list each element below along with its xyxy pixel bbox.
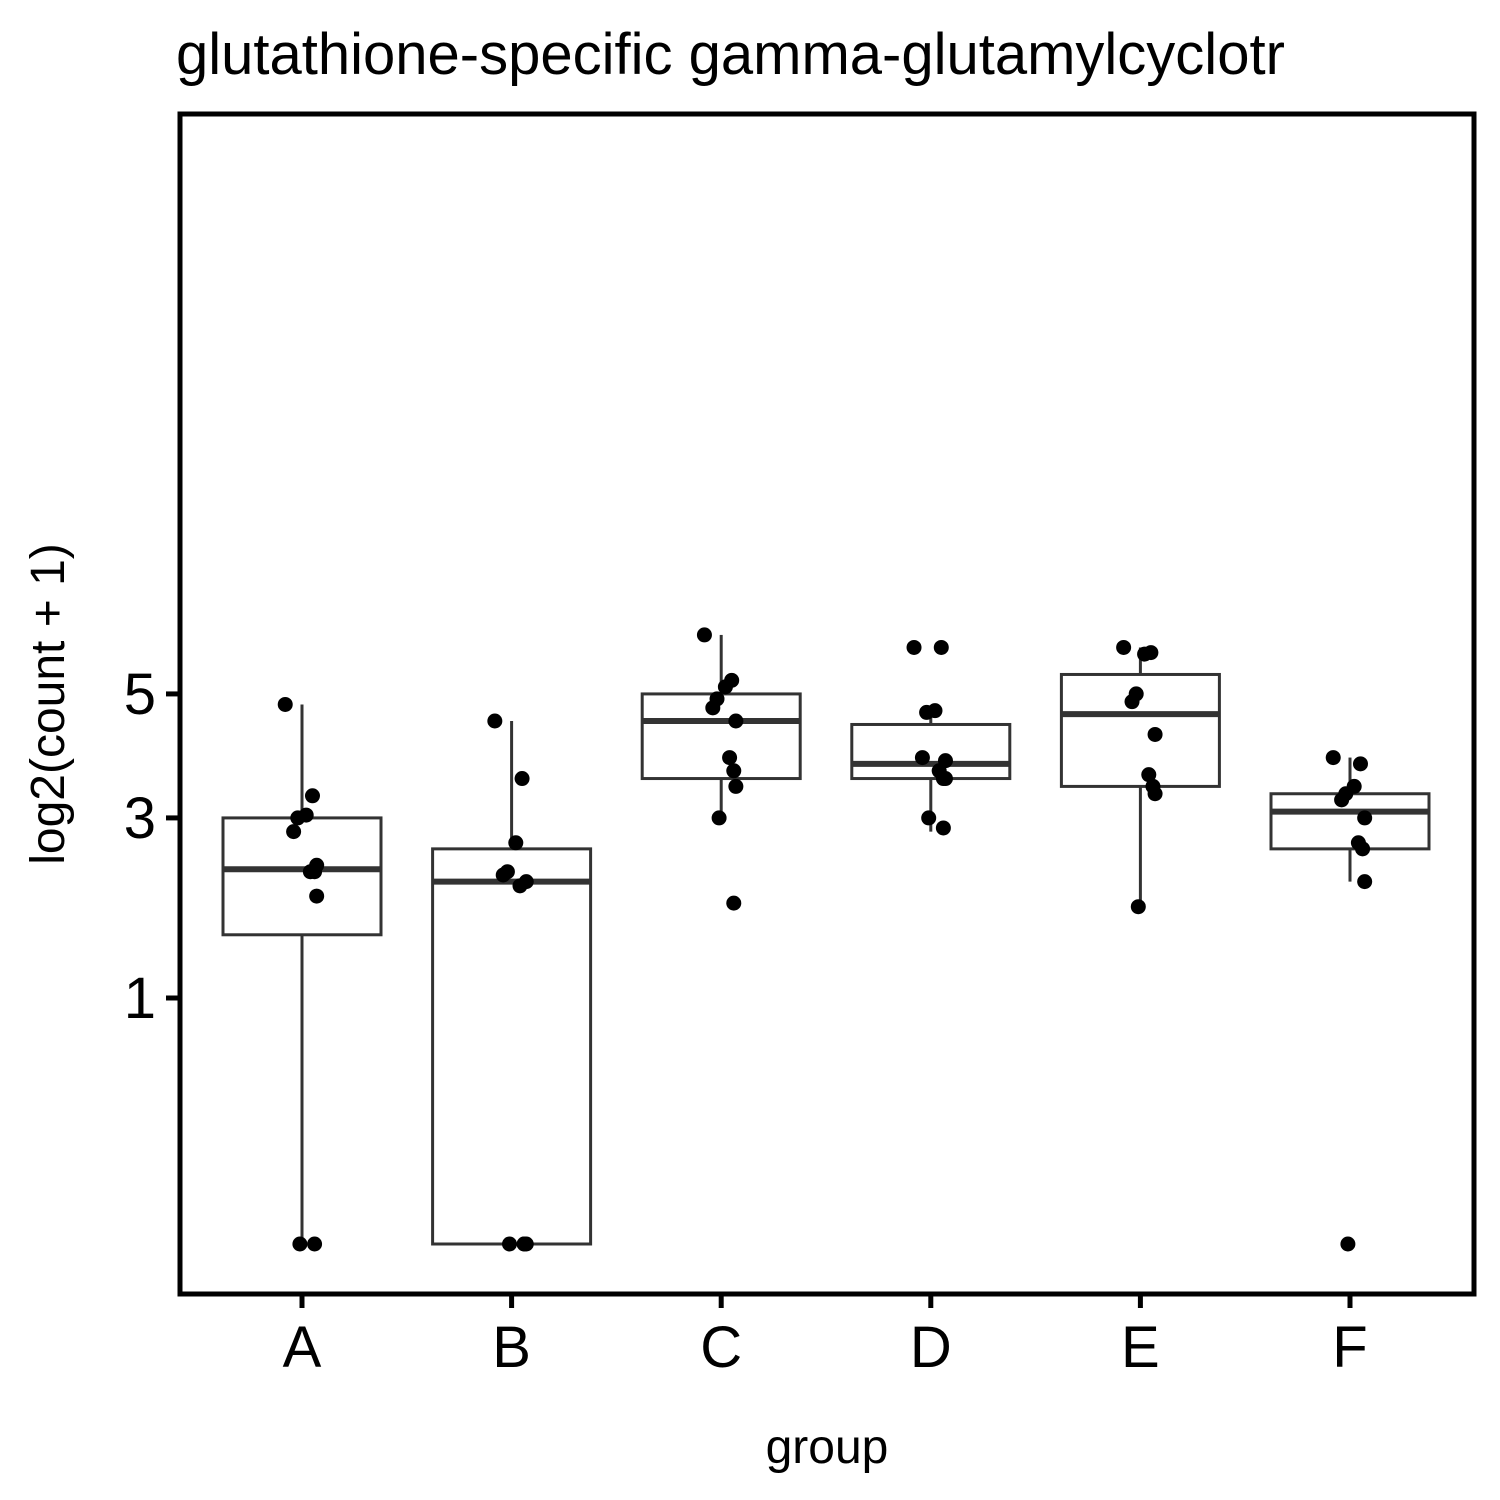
data-point (1147, 726, 1163, 742)
data-point (292, 1236, 308, 1252)
data-point (722, 750, 738, 766)
data-point (1130, 899, 1146, 915)
data-point (696, 627, 712, 643)
box-group-c (640, 634, 802, 818)
data-point (1141, 767, 1157, 783)
box-iqr (850, 722, 1012, 781)
y-axis-title: log2(count + 1) (22, 543, 75, 865)
data-point (705, 700, 721, 716)
data-point (1137, 646, 1153, 662)
x-tick-label: F (1332, 1315, 1367, 1380)
y-axis: 1 3 5 (124, 662, 180, 1031)
box-group-e (1059, 647, 1221, 907)
data-point (933, 639, 949, 655)
data-point (726, 763, 742, 779)
data-point (914, 750, 930, 766)
data-point (307, 1236, 323, 1252)
data-point (508, 835, 524, 851)
box-iqr (221, 816, 383, 937)
chart-title: glutathione-specific gamma-glutamylcyclo… (176, 22, 1285, 87)
y-tick-label: 5 (124, 662, 156, 727)
x-tick-label: C (700, 1315, 742, 1380)
data-point (937, 771, 953, 787)
data-point (1124, 694, 1140, 710)
data-point (1325, 750, 1341, 766)
box-iqr (431, 847, 593, 1246)
data-point (1357, 810, 1373, 826)
x-tick-label: E (1121, 1315, 1160, 1380)
x-tick-label: D (910, 1315, 952, 1380)
data-point (512, 878, 528, 894)
box-iqr (1269, 792, 1431, 851)
box-group-f (1269, 757, 1431, 882)
y-tick-label: 3 (124, 786, 156, 851)
data-point (1147, 786, 1163, 802)
data-point (726, 895, 742, 911)
x-axis-title: group (766, 1421, 889, 1474)
data-point (935, 820, 951, 836)
points-e (1116, 639, 1163, 915)
points-d (906, 639, 953, 836)
x-tick-label: B (492, 1315, 531, 1380)
data-point (728, 778, 744, 794)
data-point (309, 888, 325, 904)
data-point (1357, 874, 1373, 890)
data-point (921, 810, 937, 826)
data-point (286, 824, 302, 840)
box-group-b (431, 720, 593, 1246)
data-point (711, 810, 727, 826)
data-point (1340, 1236, 1356, 1252)
data-point (906, 639, 922, 655)
data-point (514, 771, 530, 787)
plot-area (221, 627, 1431, 1252)
box-iqr (1059, 672, 1221, 788)
x-tick-label: A (283, 1315, 322, 1380)
points-b (487, 713, 534, 1252)
data-point (1352, 756, 1368, 772)
box-iqr (640, 692, 802, 781)
data-point (307, 864, 323, 880)
points-a (277, 696, 325, 1252)
data-point (1355, 841, 1371, 857)
data-point (304, 788, 320, 804)
data-point (717, 679, 733, 695)
points-f (1325, 750, 1373, 1252)
data-point (495, 867, 511, 883)
data-point (290, 810, 306, 826)
plot-panel-border (177, 111, 1477, 1297)
box-group-a (221, 704, 383, 1244)
data-point (919, 704, 935, 720)
points-c (696, 627, 744, 911)
data-point (277, 696, 293, 712)
data-point (502, 1236, 518, 1252)
data-point (1334, 792, 1350, 808)
data-point (1116, 639, 1132, 655)
data-point (487, 713, 503, 729)
x-axis: A B C D E F (283, 1294, 1368, 1380)
data-point (728, 713, 744, 729)
data-point (516, 1236, 532, 1252)
y-tick-label: 1 (124, 966, 156, 1031)
box-group-d (850, 710, 1012, 832)
